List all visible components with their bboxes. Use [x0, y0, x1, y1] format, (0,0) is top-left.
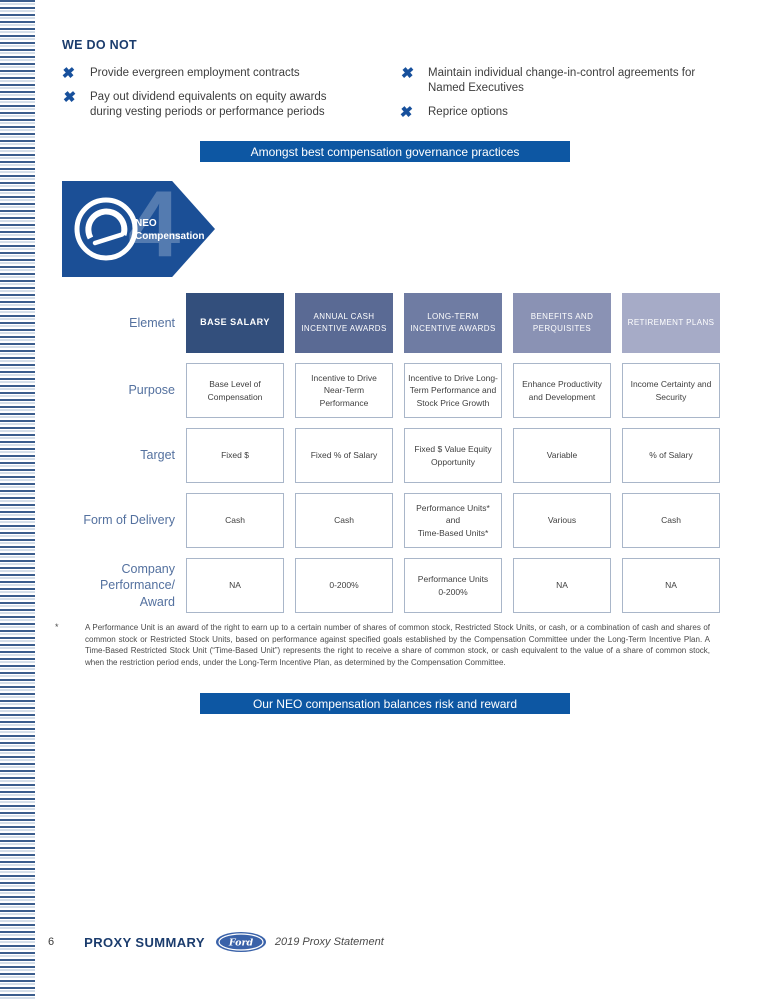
x-mark-icon: ✖ — [398, 104, 414, 122]
table-cell: Incentive to Drive Long- Term Performanc… — [404, 363, 502, 418]
table-cell: Cash — [295, 493, 393, 548]
table-cell: NA — [513, 558, 611, 613]
we-do-not-section: WE DO NOT ✖ Provide evergreen employment… — [60, 38, 722, 130]
x-mark-icon: ✖ — [399, 65, 415, 82]
page-number: 6 — [48, 936, 55, 948]
footnote-marker: * — [55, 622, 59, 632]
table-cell: NA — [622, 558, 720, 613]
table-cell: Fixed % of Salary — [295, 428, 393, 483]
table-cell: Enhance Productivity and Development — [513, 363, 611, 418]
column-header-base-salary: BASE SALARY — [186, 293, 284, 353]
row-label-target: Target — [140, 448, 175, 463]
table-cell: Cash — [622, 493, 720, 548]
footnote: * A Performance Unit is an award of the … — [55, 622, 710, 668]
neo-compensation-badge: 4 NEO Compensation — [62, 181, 215, 277]
page-footer: 6 PROXY SUMMARY Ford 2019 Proxy Statemen… — [48, 931, 384, 953]
svg-text:Ford: Ford — [228, 938, 254, 949]
table-cell: Performance Units* and Time-Based Units* — [404, 493, 502, 548]
table-cell: NA — [186, 558, 284, 613]
we-do-not-column-right: ✖ Maintain individual change-in-control … — [398, 65, 700, 130]
left-stripe-decoration — [0, 0, 35, 1000]
table-cell: Various — [513, 493, 611, 548]
table-cell: Performance Units 0-200% — [404, 558, 502, 613]
compensation-table: Element BASE SALARY ANNUAL CASH INCENTIV… — [62, 293, 720, 613]
speedometer-gauge-icon — [74, 197, 138, 261]
column-header-annual-cash: ANNUAL CASH INCENTIVE AWARDS — [295, 293, 393, 353]
list-item: ✖ Reprice options — [398, 104, 700, 122]
table-cell: % of Salary — [622, 428, 720, 483]
list-item-text: Reprice options — [428, 106, 508, 119]
table-cell: Incentive to Drive Near-Term Performance — [295, 363, 393, 418]
footer-section-title: PROXY SUMMARY — [84, 934, 205, 950]
badge-label: NEO Compensation — [135, 218, 205, 242]
row-label-form-of-delivery: Form of Delivery — [83, 513, 175, 528]
column-header-retirement: RETIREMENT PLANS — [622, 293, 720, 353]
governance-practices-banner: Amongst best compensation governance pra… — [200, 141, 570, 162]
risk-reward-banner: Our NEO compensation balances risk and r… — [200, 693, 570, 714]
footnote-text: A Performance Unit is an award of the ri… — [85, 623, 710, 667]
table-cell: Income Certainty and Security — [622, 363, 720, 418]
table-cell: 0-200% — [295, 558, 393, 613]
list-item-text: Maintain individual change-in-control ag… — [428, 67, 696, 95]
we-do-not-title: WE DO NOT — [62, 38, 137, 52]
table-cell: Cash — [186, 493, 284, 548]
list-item-text: Pay out dividend equivalents on equity a… — [90, 91, 327, 119]
x-mark-icon: ✖ — [60, 65, 76, 82]
row-label-company-performance: Company Performance/ Award — [99, 562, 175, 609]
x-mark-icon: ✖ — [61, 89, 77, 107]
ford-logo-icon: Ford — [215, 931, 267, 953]
column-header-long-term: LONG-TERM INCENTIVE AWARDS — [404, 293, 502, 353]
list-item: ✖ Maintain individual change-in-control … — [399, 65, 700, 96]
table-cell: Base Level of Compensation — [186, 363, 284, 418]
table-cell: Fixed $ Value Equity Opportunity — [404, 428, 502, 483]
table-cell: Variable — [513, 428, 611, 483]
column-header-benefits: BENEFITS AND PERQUISITES — [513, 293, 611, 353]
row-label-element: Element — [129, 315, 175, 330]
list-item: ✖ Pay out dividend equivalents on equity… — [61, 89, 400, 120]
table-cell: Fixed $ — [186, 428, 284, 483]
footer-statement: 2019 Proxy Statement — [274, 936, 384, 948]
row-label-purpose: Purpose — [128, 383, 175, 398]
list-item: ✖ Provide evergreen employment contracts — [60, 65, 400, 82]
we-do-not-columns: ✖ Provide evergreen employment contracts… — [60, 65, 722, 130]
we-do-not-column-left: ✖ Provide evergreen employment contracts… — [60, 65, 400, 130]
list-item-text: Provide evergreen employment contracts — [90, 67, 300, 79]
